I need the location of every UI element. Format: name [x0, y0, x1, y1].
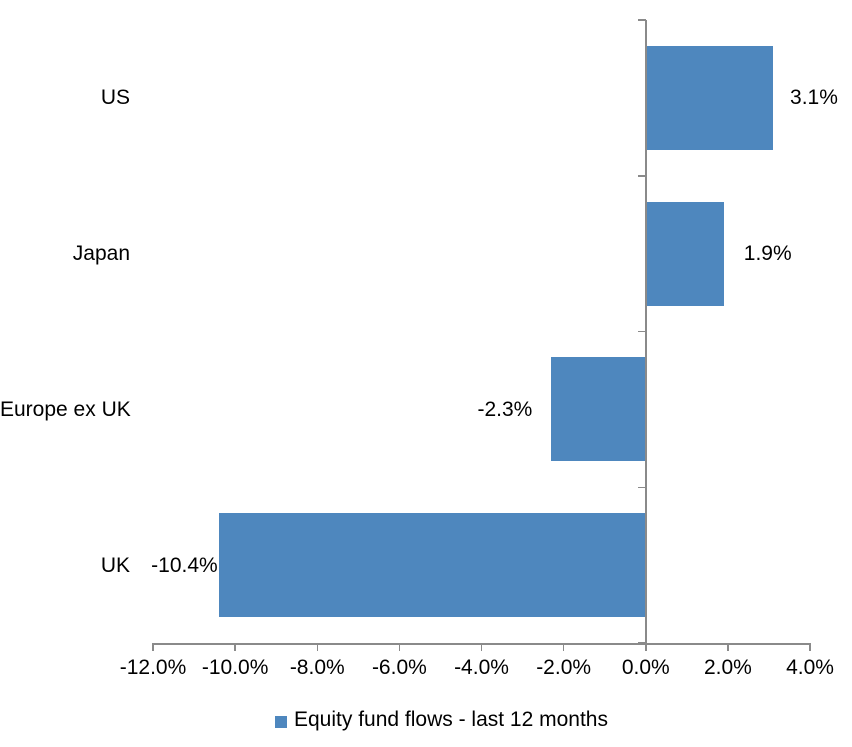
- x-axis-tick-label: -2.0%: [536, 656, 592, 679]
- x-axis-tick: [727, 643, 729, 651]
- data-label-us: 3.1%: [790, 86, 838, 109]
- x-axis-tick-label: 2.0%: [703, 656, 752, 679]
- x-axis-tick-label: -6.0%: [371, 656, 427, 679]
- x-axis-tick-label: 4.0%: [786, 656, 834, 679]
- value-axis-line: [153, 643, 810, 645]
- x-axis-tick: [480, 643, 483, 651]
- data-label-uk: -10.4%: [151, 554, 218, 577]
- data-label-europe-ex-uk: -2.3%: [477, 398, 533, 421]
- category-axis-tick: [637, 486, 646, 488]
- bar-us: [645, 45, 774, 150]
- x-axis-tick: [562, 643, 565, 651]
- category-axis-tick: [637, 330, 646, 333]
- bar-uk: [218, 513, 646, 618]
- bar-europe-ex-uk: [551, 357, 646, 462]
- x-axis-tick: [152, 643, 154, 651]
- category-axis-line: [644, 20, 647, 643]
- x-axis-tick: [316, 643, 318, 651]
- bar-japan: [645, 201, 724, 306]
- x-axis-tick-label: -4.0%: [454, 656, 509, 679]
- category-label-us: US: [100, 86, 130, 109]
- x-axis-tick-label: -8.0%: [289, 656, 345, 679]
- x-axis-tick-label: 0.0%: [621, 656, 670, 679]
- x-axis-tick-label: -10.0%: [201, 656, 269, 679]
- category-label-europe-ex-uk: Europe ex UK: [0, 398, 131, 421]
- category-label-japan: Japan: [72, 242, 130, 265]
- data-label-japan: 1.9%: [743, 242, 792, 265]
- x-axis-tick: [234, 643, 236, 651]
- category-axis-tick: [637, 175, 646, 177]
- category-axis-tick: [637, 19, 646, 21]
- x-axis-tick: [809, 643, 811, 651]
- x-axis-tick: [398, 643, 401, 651]
- x-axis-tick: [645, 643, 647, 651]
- x-axis-tick-label: -12.0%: [119, 656, 187, 679]
- category-label-uk: UK: [100, 554, 130, 577]
